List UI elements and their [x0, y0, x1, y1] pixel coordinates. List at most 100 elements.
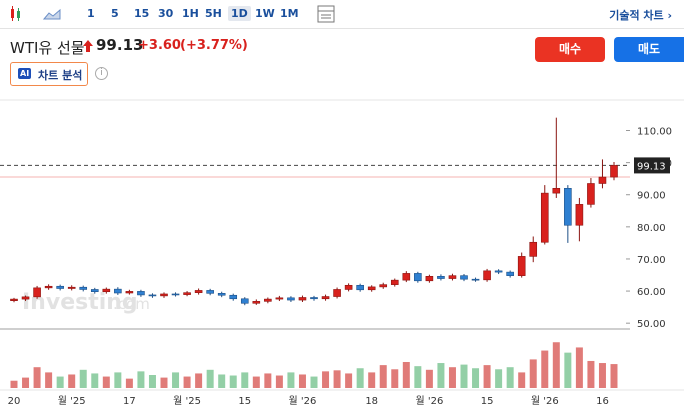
ai-button[interactable]: AI 차트 분석 — [10, 62, 88, 86]
volume-bar — [575, 347, 583, 388]
candle-body — [333, 289, 341, 297]
candle-body — [390, 279, 399, 285]
volume-bar — [287, 372, 295, 388]
candle-body — [264, 298, 272, 302]
candle-body — [44, 285, 53, 289]
candle-body — [275, 297, 284, 300]
volume-bar — [264, 373, 272, 388]
candle-body — [229, 294, 238, 300]
interval-button[interactable]: 1W — [255, 7, 275, 20]
ai-badge: AI — [18, 68, 32, 79]
interval-button[interactable]: 1D — [228, 6, 251, 21]
volume-bar — [506, 367, 514, 388]
volume-bar — [495, 369, 503, 388]
candle-body — [575, 204, 584, 226]
candle-body — [344, 284, 353, 290]
volume-bar — [379, 365, 387, 388]
candle-body — [183, 292, 191, 295]
volume-bar — [275, 375, 283, 388]
interval-button[interactable]: 5 — [111, 7, 119, 20]
candle-body — [102, 288, 111, 293]
volume-bar — [45, 372, 53, 388]
candle-body — [471, 278, 480, 281]
volume-bar — [460, 364, 468, 388]
interval-button[interactable]: 1 — [87, 7, 95, 20]
y-tick-label: 60.00 — [637, 287, 666, 298]
candle-body — [79, 286, 88, 290]
candle-body — [321, 296, 330, 300]
volume-bar — [610, 364, 618, 388]
candle-body — [587, 183, 595, 205]
volume-bar — [125, 378, 133, 388]
y-tick-label: 50.00 — [637, 319, 666, 330]
candle-body — [598, 176, 607, 184]
volume-bar — [102, 376, 110, 388]
interval-button[interactable]: 30 — [158, 7, 174, 20]
volume-bar — [298, 374, 306, 388]
x-tick-label: 월 '26 — [415, 395, 443, 407]
volume-bar — [241, 372, 249, 388]
volume-bar — [552, 342, 560, 388]
candle-body — [356, 284, 364, 291]
candle-body — [367, 286, 376, 291]
volume-bar — [391, 369, 399, 388]
candle-body — [287, 297, 295, 301]
volume-bar — [402, 362, 410, 388]
candle-body — [552, 188, 561, 194]
candle-body — [10, 298, 18, 302]
candle-body — [540, 192, 549, 243]
candle-body — [114, 288, 122, 294]
volume-bar — [541, 350, 549, 388]
volume-bar — [356, 368, 364, 388]
volume-bar — [345, 373, 353, 388]
candle-body — [437, 275, 445, 279]
x-tick-label: 15 — [481, 396, 494, 407]
candle-body — [460, 275, 468, 280]
interval-button[interactable]: 5H — [205, 7, 222, 20]
candle-body — [171, 293, 180, 296]
y-tick-label: 80.00 — [637, 223, 666, 234]
volume-bar — [252, 376, 260, 388]
candle-body — [148, 294, 157, 297]
volume-bar — [414, 366, 422, 388]
last-price: 99.13 — [96, 36, 144, 54]
x-tick-label: 월 '26 — [531, 395, 559, 407]
interval-button[interactable]: 1M — [280, 7, 299, 20]
volume-bar — [183, 376, 191, 388]
volume-bar — [368, 372, 376, 388]
candle-body — [252, 301, 261, 304]
volume-bar — [448, 367, 456, 388]
layout-icon[interactable] — [316, 4, 336, 24]
x-tick-label: 20 — [8, 396, 21, 407]
volume-bar — [68, 374, 76, 388]
candle-body — [90, 289, 99, 293]
interval-button[interactable]: 1H — [182, 7, 199, 20]
y-tick-label: 70.00 — [637, 255, 666, 266]
last-price-label: 99.13 — [637, 161, 666, 172]
x-tick-label: 16 — [596, 396, 609, 407]
volume-bar — [333, 370, 341, 388]
candle-body — [483, 270, 491, 281]
candle-body — [125, 291, 134, 294]
candle-body — [56, 285, 64, 289]
candle-body — [310, 297, 318, 300]
tech-chart-link[interactable]: 기술적 차트 › — [609, 9, 672, 22]
watermark: Investing — [22, 290, 138, 315]
sell-button[interactable]: 매도 — [614, 37, 684, 62]
volume-bar — [10, 380, 18, 388]
candle-body — [425, 275, 434, 282]
candle-body — [298, 297, 307, 301]
interval-button[interactable]: 15 — [134, 7, 150, 20]
volume-bar — [22, 377, 30, 388]
x-tick-label: 월 '26 — [289, 395, 317, 407]
volume-bar — [91, 373, 99, 388]
price-change-pct: (+3.77%) — [180, 38, 248, 53]
volume-bar — [206, 369, 214, 388]
info-icon[interactable]: i — [95, 67, 108, 80]
buy-button[interactable]: 매수 — [535, 37, 605, 62]
volume-bar — [322, 371, 330, 388]
volume-bar — [518, 372, 526, 388]
x-tick-label: 15 — [238, 396, 251, 407]
volume-bar — [114, 372, 122, 388]
